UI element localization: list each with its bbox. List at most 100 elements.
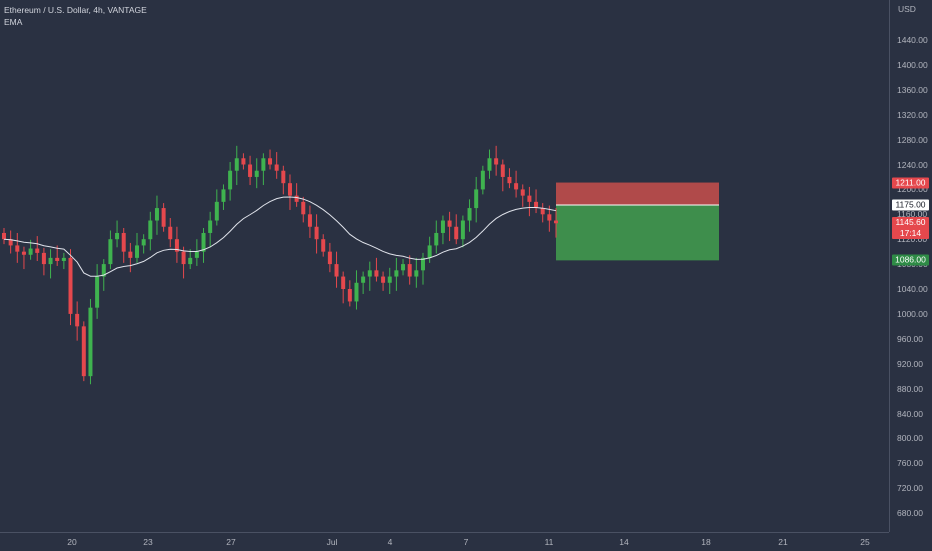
candle-body: [154, 208, 159, 221]
candle-body: [394, 270, 399, 277]
price-marker-label: 1145.60 17:14: [892, 217, 929, 240]
candle-body: [75, 313, 80, 327]
price-marker-label: 1086.00: [892, 254, 929, 266]
candle-body: [454, 226, 459, 240]
candle-body: [68, 257, 73, 314]
candle-body: [487, 158, 492, 171]
price-tick-label: 1280.00: [897, 134, 928, 145]
candle-body: [188, 257, 193, 265]
price-tick-label: 1400.00: [897, 59, 928, 70]
candle-body: [387, 276, 392, 283]
candle-body: [427, 245, 432, 258]
price-tick-label: 720.00: [897, 483, 923, 494]
price-marker-label: 1211.00: [892, 177, 929, 189]
candle-body: [480, 170, 485, 190]
chart-plot-area[interactable]: Ethereum / U.S. Dollar, 4h, VANTAGE EMA: [0, 0, 889, 532]
time-tick-label: 20: [67, 537, 77, 547]
ema-indicator-label[interactable]: EMA: [4, 17, 23, 27]
time-tick-label: 11: [544, 537, 554, 547]
time-tick-label: 25: [860, 537, 870, 547]
candle-body: [8, 239, 13, 246]
candle-body: [81, 326, 86, 377]
time-tick-label: Jul: [326, 537, 338, 547]
time-tick-label: 4: [387, 537, 393, 547]
time-tick-label: 27: [226, 537, 236, 547]
candle-body: [108, 239, 113, 265]
chart-legend: Ethereum / U.S. Dollar, 4h, VANTAGE EMA: [4, 4, 147, 28]
candle-body: [241, 158, 246, 165]
price-tick-label: 1040.00: [897, 284, 928, 294]
candle-body: [128, 251, 133, 258]
price-axis[interactable]: USD 680.00 720.00 760.00 800.00 840.00 880.00…: [889, 0, 932, 532]
candle-body: [121, 232, 126, 252]
symbol-title[interactable]: Ethereum / U.S. Dollar, 4h, VANTAGE: [4, 5, 147, 15]
candle-body: [381, 276, 386, 283]
price-marker-label: 1175.00: [892, 199, 929, 211]
candle-body: [434, 232, 439, 246]
candle-body: [181, 251, 186, 265]
candle-body: [2, 232, 6, 240]
candle-body: [327, 251, 332, 265]
price-tick-label: 1240.00: [897, 159, 928, 170]
time-tick-label: 14: [619, 537, 629, 547]
price-tick-label: 1160.00: [897, 209, 928, 220]
stop-loss-zone[interactable]: [556, 182, 719, 205]
candle-body: [367, 270, 372, 277]
price-axis-unit: USD: [898, 4, 916, 14]
candlestick-chart[interactable]: [0, 0, 889, 532]
price-tick-label: 960.00: [897, 333, 923, 344]
candle-body: [460, 220, 465, 240]
candle-body: [540, 208, 545, 215]
price-tick-label: 840.00: [897, 408, 923, 419]
candle-body: [48, 257, 53, 265]
candle-body: [274, 164, 279, 171]
price-tick-label: 760.00: [897, 458, 923, 469]
candle-body: [88, 307, 93, 377]
candle-body: [361, 276, 366, 283]
candle-body: [174, 239, 179, 252]
candle-body: [347, 289, 352, 302]
candle-body: [354, 282, 359, 302]
price-tick-label: 680.00: [897, 508, 923, 519]
price-tick-label: 880.00: [897, 383, 923, 394]
take-profit-zone[interactable]: [556, 204, 719, 261]
candle-body: [554, 220, 558, 224]
candle-body: [374, 270, 379, 277]
candle-body: [447, 220, 452, 227]
time-axis[interactable]: 20 23 27 Jul 4 7 11 14 18 21 25: [0, 532, 889, 551]
candle-body: [414, 270, 419, 277]
ema-line: [3, 196, 557, 277]
candle-body: [234, 158, 239, 171]
price-tick-label: 1360.00: [897, 84, 928, 95]
candle-body: [520, 189, 525, 196]
price-tick-label: 1000.00: [897, 308, 928, 319]
price-tick-label: 920.00: [897, 358, 923, 369]
price-tick-label: 1320.00: [897, 109, 928, 120]
candle-body: [248, 164, 253, 177]
time-tick-label: 23: [143, 537, 153, 547]
candle-body: [534, 201, 539, 209]
candle-body: [221, 189, 226, 202]
candle-body: [21, 251, 26, 255]
candle-body: [507, 176, 512, 184]
candle-body: [41, 252, 46, 265]
candle-body: [28, 248, 33, 255]
candle-body: [115, 232, 120, 240]
candle-body: [500, 164, 505, 177]
candle-body: [168, 226, 173, 240]
candle-body: [228, 170, 233, 190]
candle-body: [55, 257, 60, 261]
candle-body: [254, 170, 259, 177]
candle-body: [61, 257, 66, 261]
candle-body: [135, 245, 140, 258]
candle-body: [208, 220, 213, 233]
candle-body: [214, 201, 219, 221]
candle-body: [314, 226, 319, 240]
candle-body: [334, 264, 339, 277]
time-tick-label: 7: [463, 537, 469, 547]
candle-body: [474, 189, 479, 209]
time-tick-label: 21: [778, 537, 788, 547]
candle-body: [527, 195, 532, 202]
candle-body: [161, 208, 166, 227]
candle-body: [95, 276, 100, 308]
